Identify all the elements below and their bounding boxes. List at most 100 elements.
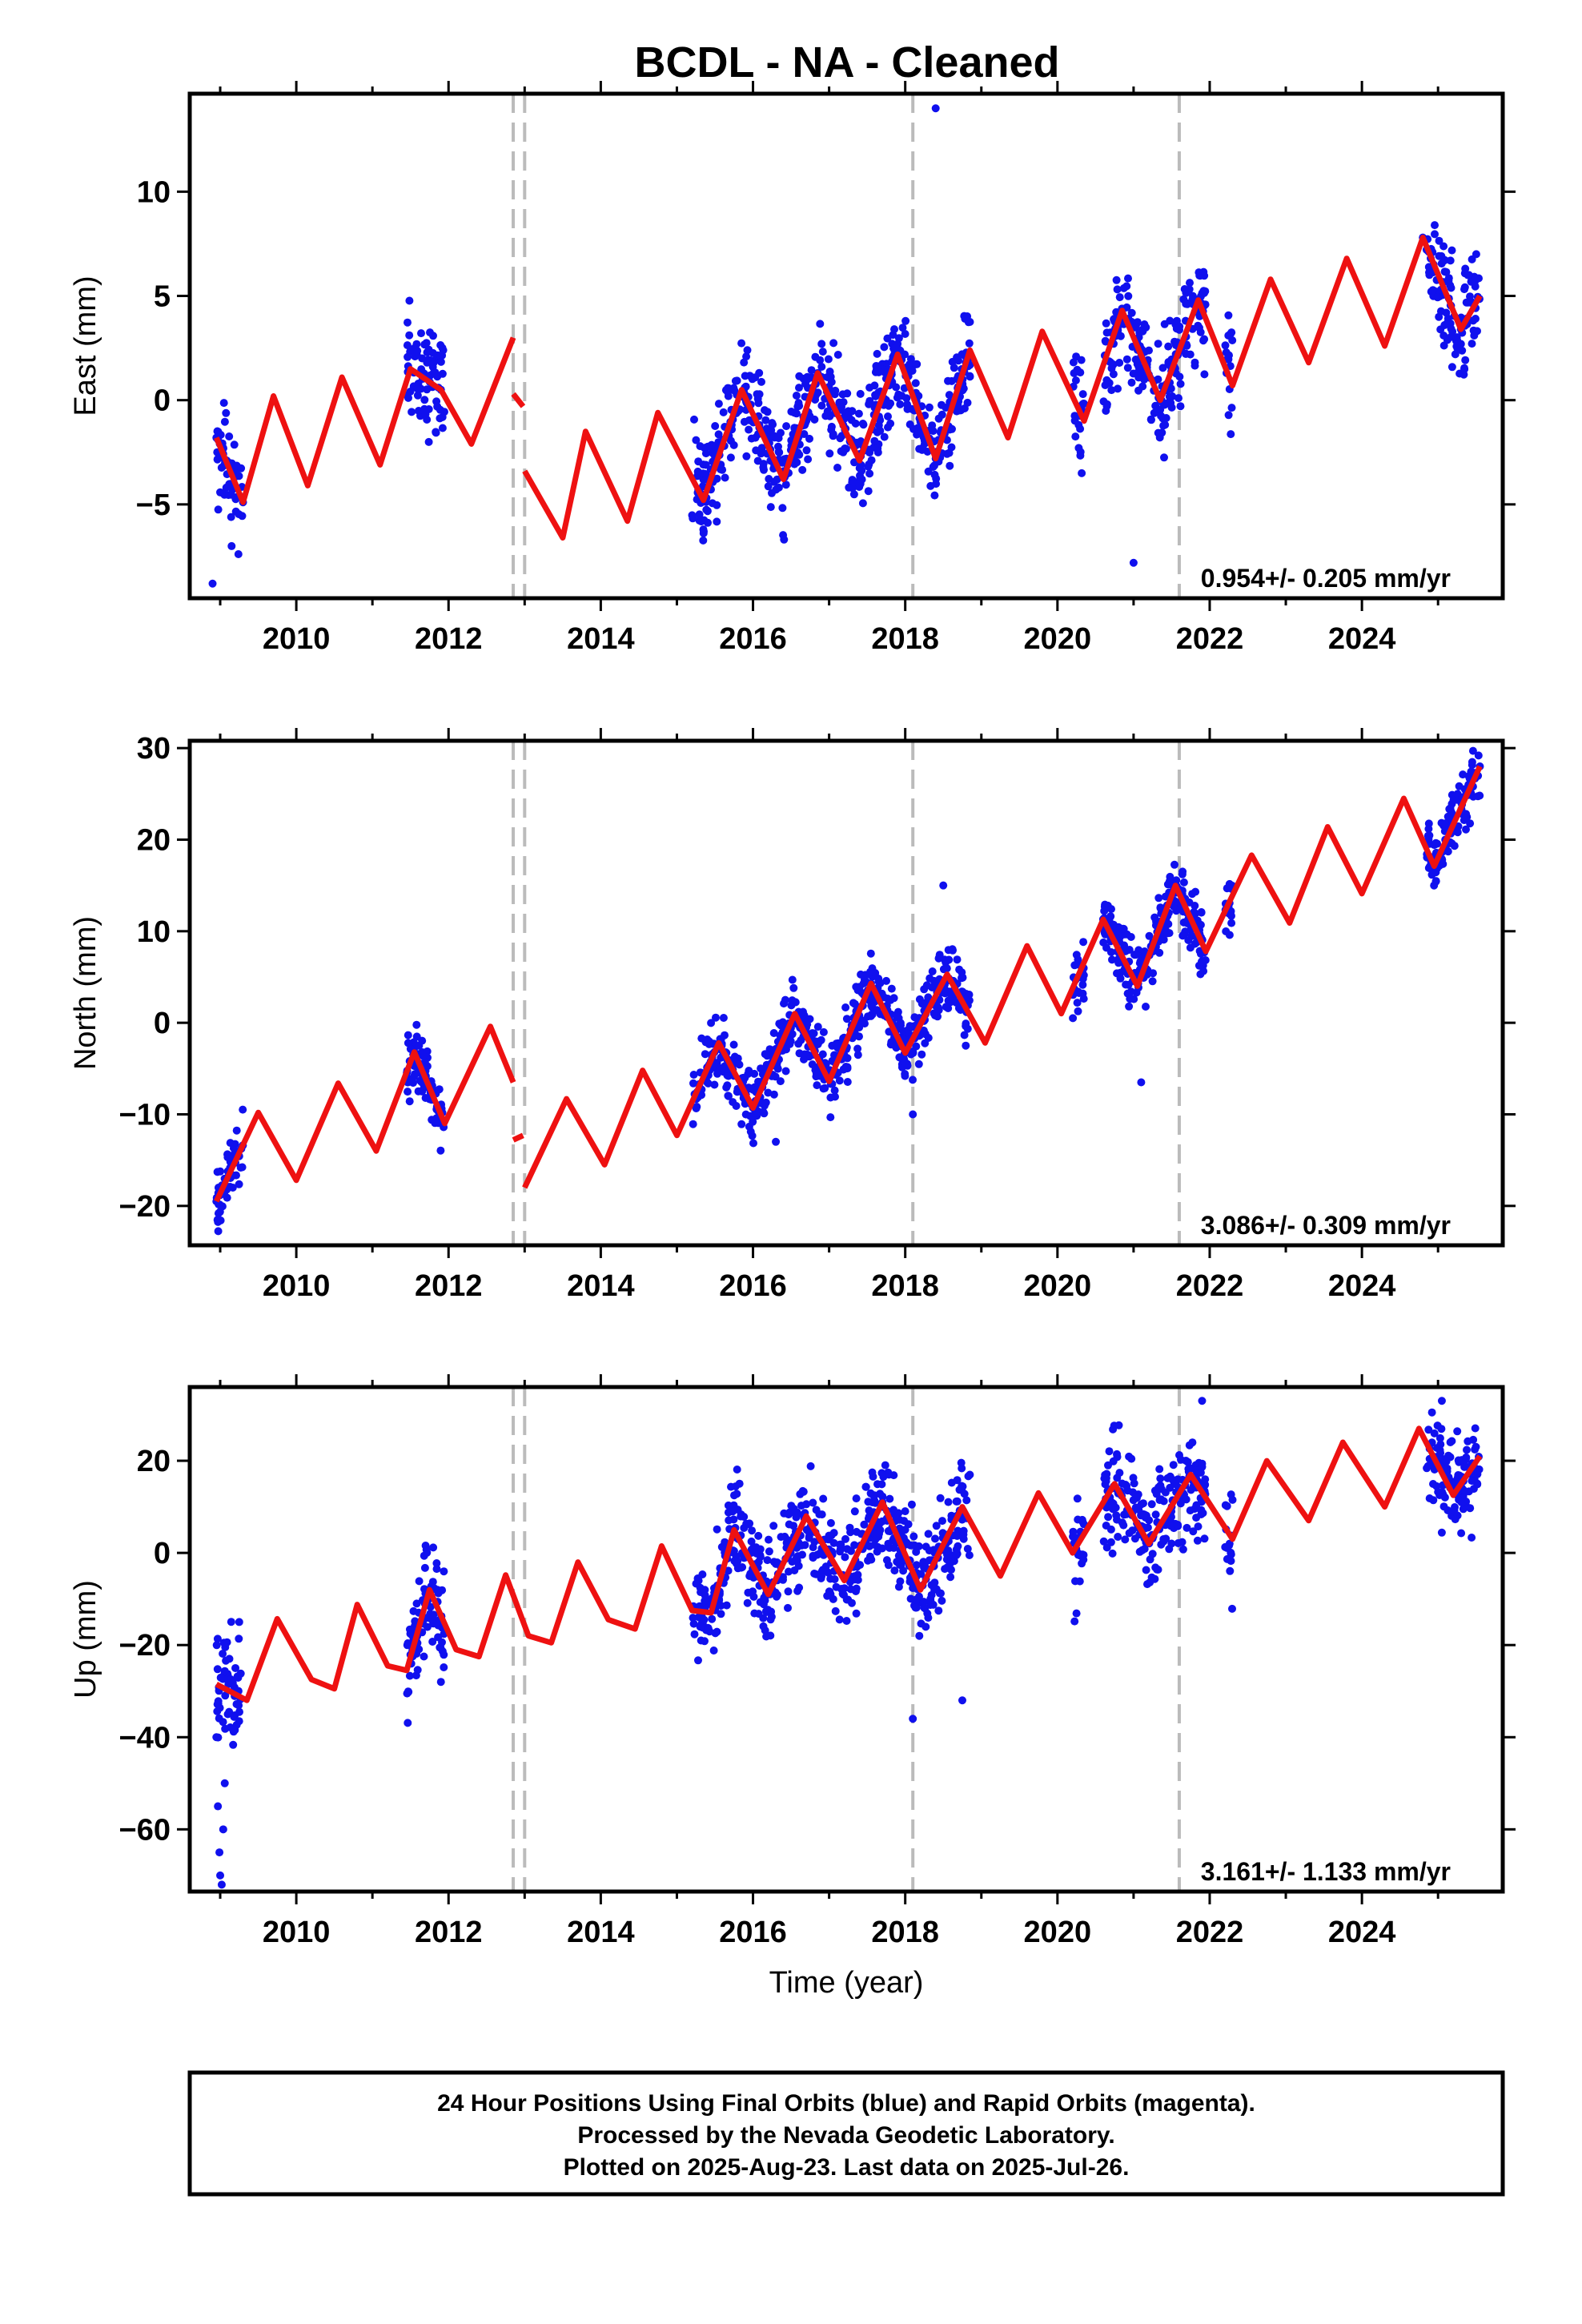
data-point (824, 355, 833, 364)
y-tick-label: −20 (119, 1629, 171, 1663)
data-point (1159, 1535, 1168, 1543)
data-point (1109, 1499, 1118, 1508)
data-point (743, 1598, 752, 1607)
data-point (1074, 1007, 1082, 1015)
data-point (714, 430, 723, 439)
data-point (227, 490, 235, 499)
data-point (213, 1665, 222, 1674)
data-point (1166, 316, 1174, 325)
data-point (417, 329, 425, 338)
data-point (231, 1711, 239, 1719)
data-point (1109, 370, 1118, 379)
plot-frame (187, 91, 1505, 601)
data-point (432, 1559, 441, 1567)
data-point (1447, 799, 1456, 808)
data-point (1222, 927, 1231, 935)
data-point (1228, 1604, 1236, 1613)
data-point (1139, 1499, 1147, 1508)
data-point (428, 1638, 437, 1646)
data-point (1107, 905, 1115, 914)
data-point (212, 1733, 221, 1742)
data-point (748, 1526, 757, 1535)
data-point (1114, 384, 1122, 393)
data-point (436, 1146, 445, 1155)
data-point (857, 466, 866, 475)
data-point (1192, 1501, 1201, 1510)
data-point (220, 1667, 229, 1675)
data-point (754, 1531, 763, 1540)
data-point (850, 458, 858, 467)
data-point (763, 1556, 772, 1565)
data-point (1447, 363, 1456, 372)
data-point (1099, 1537, 1108, 1546)
data-point (702, 505, 711, 514)
data-point (947, 443, 956, 452)
data-point (1073, 1494, 1082, 1503)
data-point (815, 1550, 824, 1558)
data-point (767, 426, 776, 435)
y-tick-label: −60 (119, 1813, 171, 1847)
x-tick-label: 2020 (1024, 1269, 1092, 1303)
data-point (1169, 1461, 1178, 1470)
data-point (239, 1105, 247, 1114)
data-point (954, 356, 962, 365)
x-tick-label: 2024 (1328, 1916, 1396, 1949)
data-point (884, 412, 892, 420)
data-point (1468, 340, 1476, 348)
data-point (827, 422, 836, 431)
data-point (1463, 1445, 1471, 1454)
data-point (1437, 1397, 1446, 1405)
data-point (884, 423, 892, 432)
data-point (737, 1563, 745, 1572)
data-point (907, 1500, 916, 1509)
data-point (1427, 870, 1436, 879)
data-point (1182, 341, 1191, 350)
data-point (889, 1506, 897, 1514)
data-point (851, 419, 860, 428)
data-point (1461, 1456, 1470, 1465)
data-point (952, 1550, 961, 1559)
data-point (1071, 432, 1080, 441)
y-axis-label: Up (mm) (69, 1580, 102, 1699)
data-point (1461, 264, 1470, 273)
data-point (215, 1208, 224, 1216)
data-point (1439, 1490, 1447, 1499)
panels: 2010 2012 2014 2016 2018 2020 2022 20241050−5Ea… (69, 81, 1516, 2000)
data-point (1424, 1425, 1433, 1434)
data-points (212, 1397, 1484, 1889)
data-point (1127, 378, 1136, 387)
data-point (440, 1567, 448, 1576)
data-point (404, 318, 412, 327)
y-tick-label: 5 (154, 280, 171, 314)
data-point (934, 1606, 943, 1615)
data-point (869, 1472, 877, 1481)
data-point (431, 368, 440, 377)
y-tick-label: 30 (137, 732, 171, 766)
data-point (1078, 980, 1087, 989)
data-point (1172, 324, 1181, 333)
y-tick-label: 0 (154, 1537, 171, 1570)
data-point (1196, 1468, 1205, 1477)
model-curve (522, 235, 1483, 541)
data-point (761, 1098, 770, 1107)
data-point (906, 1594, 915, 1603)
data-point (724, 384, 732, 392)
data-point (749, 1592, 758, 1601)
data-points (208, 104, 1484, 588)
data-point (235, 1618, 243, 1626)
data-point (1161, 420, 1170, 429)
model-curve (512, 1132, 524, 1143)
data-point (793, 1508, 801, 1517)
data-point (795, 384, 803, 392)
data-point (1178, 870, 1186, 879)
data-point (1158, 364, 1167, 372)
data-point (1198, 957, 1206, 966)
data-point (412, 1020, 421, 1029)
x-tick-label: 2010 (263, 1916, 331, 1949)
data-point (946, 1573, 955, 1582)
data-point (785, 1520, 793, 1529)
data-point (794, 399, 803, 408)
data-point (819, 1084, 828, 1093)
data-point (845, 1523, 854, 1532)
data-point (754, 1558, 763, 1566)
